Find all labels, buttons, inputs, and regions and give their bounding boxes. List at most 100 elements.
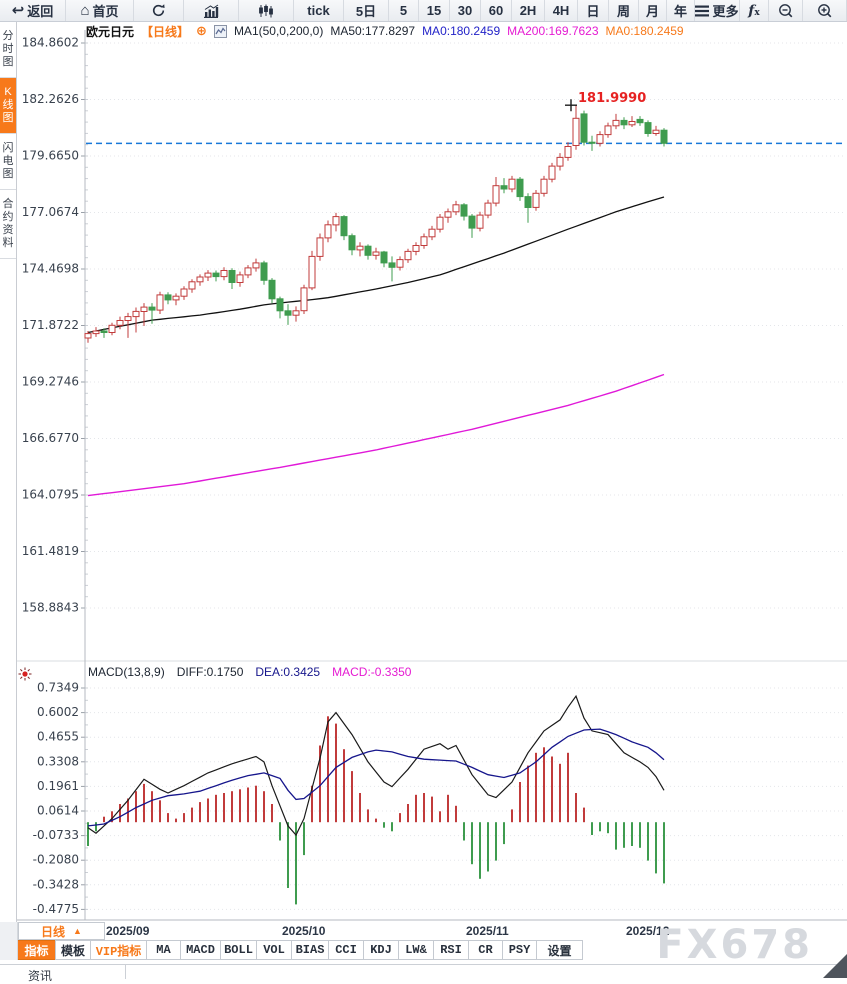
bar-chart-icon [204,4,219,18]
toolbar-button-bar-chart[interactable] [184,0,239,21]
period-selector-button[interactable]: 日线 ▲ [18,922,105,940]
svg-text:181.9990: 181.9990 [578,91,646,106]
toolbar-button-15[interactable]: 15 [419,0,450,21]
chevron-up-icon: ▲ [73,926,82,936]
x-axis-month-label: 2025/09 [106,924,150,938]
toolbar-button-60[interactable]: 60 [481,0,512,21]
svg-text:-0.0733: -0.0733 [33,828,79,842]
toolbar-button-year[interactable]: 年 [667,0,695,21]
partial-bottom-row: 资讯 [0,964,847,983]
tab-zhibiao[interactable]: 指标 [17,940,56,960]
svg-text:158.8843: 158.8843 [22,601,79,615]
ma0-blue-value: MA0:180.2459 [422,24,501,38]
toolbar-button-30[interactable]: 30 [450,0,481,21]
zoom-in-icon [817,3,831,17]
rail-item-fenshi[interactable]: 分时图 [0,22,16,78]
rail-item-contract-info[interactable]: 合约资料 [0,190,16,259]
period-badge: 【日线】 [141,24,190,39]
tab-vip-zhibiao[interactable]: VIP指标 [90,940,147,960]
toolbar-button-label: 5 [399,3,408,18]
tab-rsi[interactable]: RSI [433,940,469,960]
macd-header: MACD(13,8,9) DIFF:0.1750 DEA:0.3425 MACD… [88,665,411,679]
toolbar-button-label: tick [307,3,330,18]
toolbar-button-label: 5日 [355,4,377,19]
macd-value: MACD:-0.3350 [332,665,412,679]
add-indicator-icon[interactable]: ⊕ [196,23,207,38]
tab-boll[interactable]: BOLL [220,940,257,960]
toolbar-button-label: 返回 [27,4,54,19]
tab-cr[interactable]: CR [468,940,503,960]
menu-icon [695,5,710,16]
toolbar-button-label: 4H [552,3,570,18]
news-tab[interactable]: 资讯 [28,969,53,983]
toolbar-button-refresh[interactable] [134,0,184,21]
tab-vol[interactable]: VOL [256,940,292,960]
svg-text:0.6002: 0.6002 [37,705,79,719]
tab-ma[interactable]: MA [146,940,181,960]
tab-cci[interactable]: CCI [328,940,364,960]
rail-item-lightning[interactable]: 闪电图 [0,134,16,190]
toolbar-button-2h[interactable]: 2H [512,0,545,21]
toolbar-button-label: 日 [586,4,600,19]
tab-shezhi[interactable]: 设置 [536,940,583,960]
toolbar-button-5[interactable]: 5 [389,0,419,21]
toolbar-button-label: 首页 [92,4,119,19]
toolbar-button-label: 更多 [712,4,739,19]
toolbar-button-back[interactable]: ↩ 返回 [0,0,66,21]
zoom-out-icon [778,3,792,17]
x-axis-month-label: 2025/10 [282,924,326,938]
price-chart-canvas[interactable]: 184.8602 182.2626 179.6650 177.0674 174.4698… [0,30,847,922]
tab-macd[interactable]: MACD [180,940,221,960]
x-axis-month-label: 2025/12 [626,924,670,938]
macd-dea-value: DEA:0.3425 [255,665,321,679]
toolbar-button-label: 15 [426,3,442,18]
toolbar-button-tick[interactable]: tick [294,0,344,21]
macd-diff-value: DIFF:0.1750 [176,665,244,679]
svg-text:166.6770: 166.6770 [22,431,79,445]
indicator-tab-bar: 指标 模板 VIP指标 MA MACD BOLL VOL BIAS CCI KDJ LW& RSI CR… [17,940,583,960]
svg-text:0.4655: 0.4655 [37,730,79,744]
ma0-orange-value: MA0:180.2459 [605,24,684,38]
toolbar-button-home[interactable]: ⌂ 首页 [66,0,134,21]
toolbar-button-5d[interactable]: 5日 [344,0,389,21]
svg-text:169.2746: 169.2746 [22,375,79,389]
resize-grip[interactable] [823,954,847,978]
toolbar-button-fx[interactable]: fx [740,0,769,21]
toolbar-button-zoom-in[interactable] [803,0,847,21]
toolbar-button-label: 周 [616,4,630,19]
toolbar: ↩ 返回 ⌂ 首页 tick 5日 5 15 30 60 2H 4H 日周月年更多 fx [0,0,847,22]
tab-lw[interactable]: LW& [398,940,434,960]
svg-text:-0.2080: -0.2080 [33,853,79,867]
fx-icon: fx [748,2,760,19]
toolbar-button-more[interactable]: 更多 [695,0,740,21]
toolbar-button-4h[interactable]: 4H [545,0,578,21]
toolbar-button-week[interactable]: 周 [609,0,639,21]
tab-kdj[interactable]: KDJ [363,940,399,960]
tab-bias[interactable]: BIAS [291,940,329,960]
tab-moban[interactable]: 模板 [55,940,91,960]
toolbar-button-zoom-out[interactable] [769,0,803,21]
toolbar-button-candlestick[interactable] [239,0,294,21]
ma200-value: MA200:169.7623 [507,24,599,38]
refresh-icon [152,4,165,17]
indicator-settings-icon[interactable] [18,667,32,681]
toolbar-button-label: 60 [488,3,504,18]
symbol-name: 欧元日元 [86,24,135,39]
x-axis-row: 日线 ▲ 2025/09 2025/10 2025/11 2025/12 [0,922,847,940]
toolbar-button-label: 年 [673,4,687,19]
toolbar-button-label: 2H [519,3,537,18]
tab-psy[interactable]: PSY [502,940,537,960]
mini-chart-icon[interactable] [213,24,227,38]
toolbar-button-month[interactable]: 月 [639,0,667,21]
svg-text:179.6650: 179.6650 [22,149,79,163]
svg-text:0.1961: 0.1961 [37,779,79,793]
toolbar-button-day[interactable]: 日 [578,0,609,21]
ma-settings-label: MA1(50,0,200,0) [233,24,324,38]
toolbar-button-label: 月 [645,4,659,19]
svg-text:177.0674: 177.0674 [22,205,79,219]
macd-title: MACD(13,8,9) [88,665,165,679]
candlestick-icon [259,4,273,17]
back-arrow-icon: ↩ [11,2,25,19]
chart-header: 欧元日元 【日线】 ⊕ MA1(50,0,200,0) MA50:177.829… [86,23,684,39]
